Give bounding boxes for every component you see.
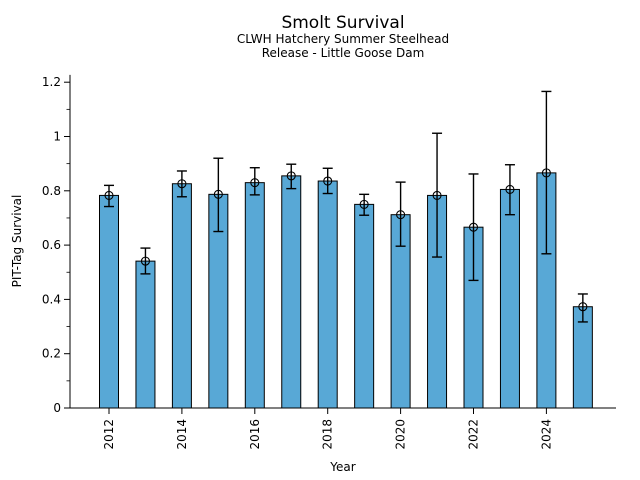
marker-open-circle-2020 (396, 210, 406, 220)
chart-subtitle-line2: Release - Little Goose Dam (262, 46, 425, 60)
bar-2019 (354, 203, 375, 409)
marker-open-circle-2018 (323, 176, 333, 186)
marker-open-circle-2016 (250, 178, 260, 188)
marker-open-circle-2023 (505, 184, 515, 194)
chart-title: Smolt Survival (281, 13, 404, 33)
y-tick-label-1: 1 (53, 129, 61, 143)
x-tick-label-2012: 2012 (102, 419, 116, 450)
x-tick-label-2014: 2014 (175, 419, 189, 450)
marker-open-circle-2024 (541, 168, 551, 178)
y-tick-label-0.6: 0.6 (42, 238, 61, 252)
marker-open-circle-2013 (140, 256, 150, 266)
bar-2023 (499, 188, 520, 409)
x-axis-label: Year (329, 460, 355, 474)
marker-open-circle-2014 (177, 179, 187, 189)
errorbars-group (104, 90, 588, 323)
y-axis-label: PIT-Tag Survival (10, 195, 24, 288)
marker-open-circle-2021 (432, 190, 442, 200)
marker-open-circle-2019 (359, 199, 369, 209)
marker-open-circle-2022 (468, 222, 479, 232)
bars-group (99, 172, 593, 409)
x-tick-label-2024: 2024 (539, 419, 553, 450)
marker-open-circle-2017 (286, 171, 296, 181)
y-tick-label-0.8: 0.8 (42, 184, 61, 198)
y-tick-label-0.2: 0.2 (42, 347, 61, 361)
marker-open-circle-2025 (578, 302, 588, 312)
marker-open-circle-2012 (104, 190, 114, 200)
axes-group: 0 0.2 0.4 0.6 0.8 1 1.2 2012 2014 2016 2018 2020 202… (42, 74, 616, 450)
x-tick-label-2018: 2018 (321, 419, 335, 450)
bar-2016 (244, 182, 265, 409)
bar-2014 (171, 183, 192, 409)
y-tick-label-0: 0 (53, 401, 61, 415)
x-tick-label-2022: 2022 (466, 419, 480, 450)
chart-subtitle-line1: CLWH Hatchery Summer Steelhead (237, 32, 449, 46)
bar-2012 (99, 194, 119, 409)
bar-2013 (135, 260, 156, 409)
bar-2017 (281, 175, 302, 409)
bar-2018 (317, 180, 338, 409)
y-tick-label-1.2: 1.2 (42, 75, 61, 89)
y-tick-label-0.4: 0.4 (42, 292, 61, 306)
x-tick-label-2016: 2016 (248, 419, 262, 450)
marker-open-circle-2015 (213, 189, 223, 199)
x-tick-label-2020: 2020 (394, 419, 408, 450)
